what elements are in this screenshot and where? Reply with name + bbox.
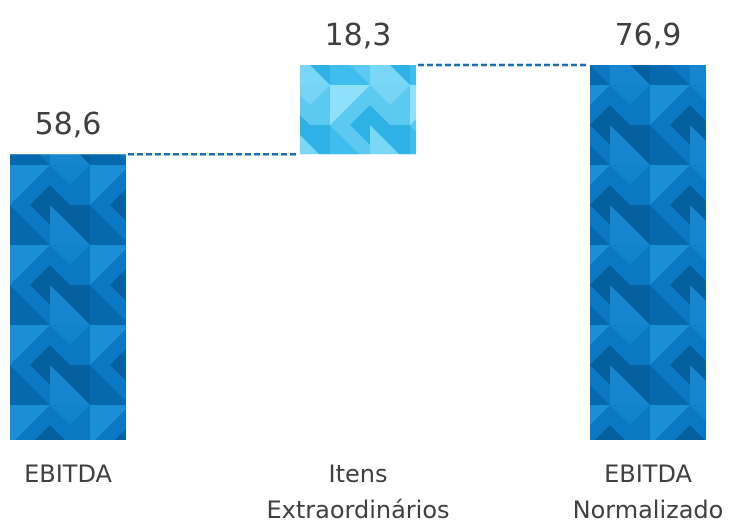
- category-label-2: Itens Extraordinários: [266, 460, 449, 524]
- category-label-1: EBITDA: [24, 460, 112, 488]
- bar-1: [10, 154, 126, 441]
- bar-2: [300, 65, 416, 155]
- bar-3: [590, 65, 706, 440]
- category-label-3: EBITDA Normalizado: [573, 460, 724, 524]
- connector-lines: [128, 63, 588, 156]
- bars: [10, 65, 706, 441]
- category-label-3-line-1: EBITDA: [604, 460, 692, 488]
- category-label-3-line-2: Normalizado: [573, 496, 724, 524]
- value-label-3: 76,9: [615, 18, 682, 53]
- value-labels: 58,6 18,3 76,9: [35, 18, 682, 142]
- category-labels: EBITDA Itens Extraordinários EBITDA Normaliz…: [24, 460, 723, 524]
- category-label-2-line-1: Itens: [329, 460, 388, 488]
- category-label-1-line-1: EBITDA: [24, 460, 112, 488]
- category-label-2-line-2: Extraordinários: [266, 496, 449, 524]
- value-label-1: 58,6: [35, 107, 102, 142]
- value-label-2: 18,3: [325, 18, 392, 53]
